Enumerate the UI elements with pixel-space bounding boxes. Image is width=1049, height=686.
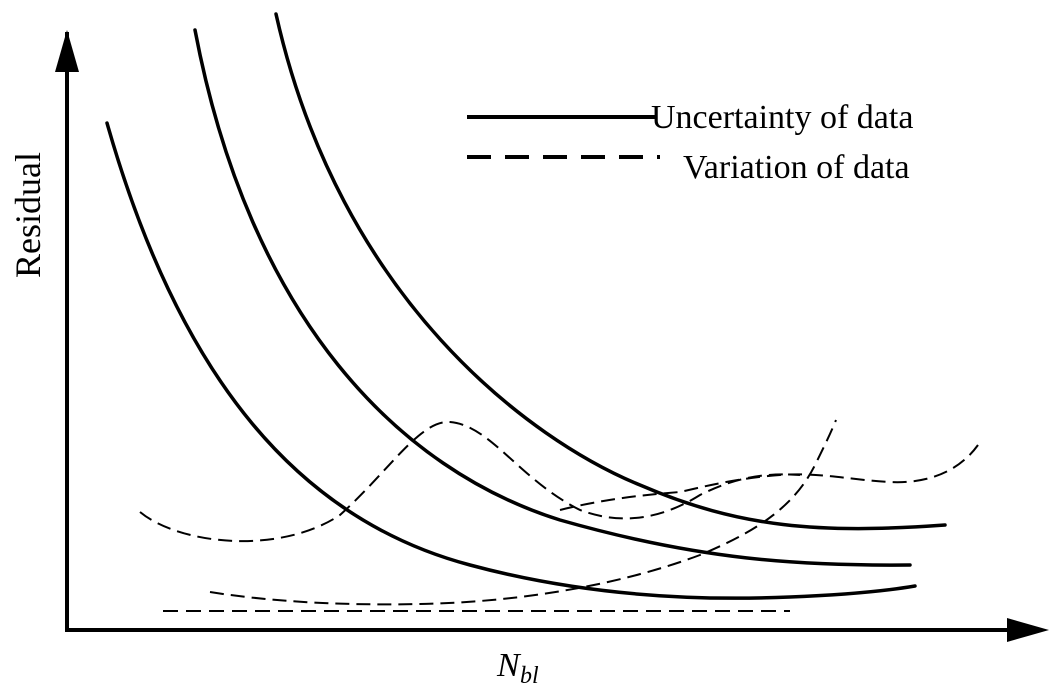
legend-dash-label: Variation of data bbox=[683, 149, 910, 186]
dashed-series-group bbox=[140, 420, 978, 611]
x-axis-label: N bl bbox=[496, 647, 539, 686]
x-axis-arrowhead bbox=[1007, 618, 1049, 642]
legend: Uncertainty of data Variation of data bbox=[467, 99, 913, 186]
x-axis-label-main: N bbox=[496, 647, 522, 684]
y-axis-label: Residual bbox=[8, 152, 48, 278]
solid-curve-3 bbox=[276, 14, 945, 529]
y-axis-arrowhead bbox=[55, 30, 79, 72]
legend-solid-label: Uncertainty of data bbox=[651, 99, 913, 136]
x-axis-label-subscript: bl bbox=[520, 663, 539, 686]
